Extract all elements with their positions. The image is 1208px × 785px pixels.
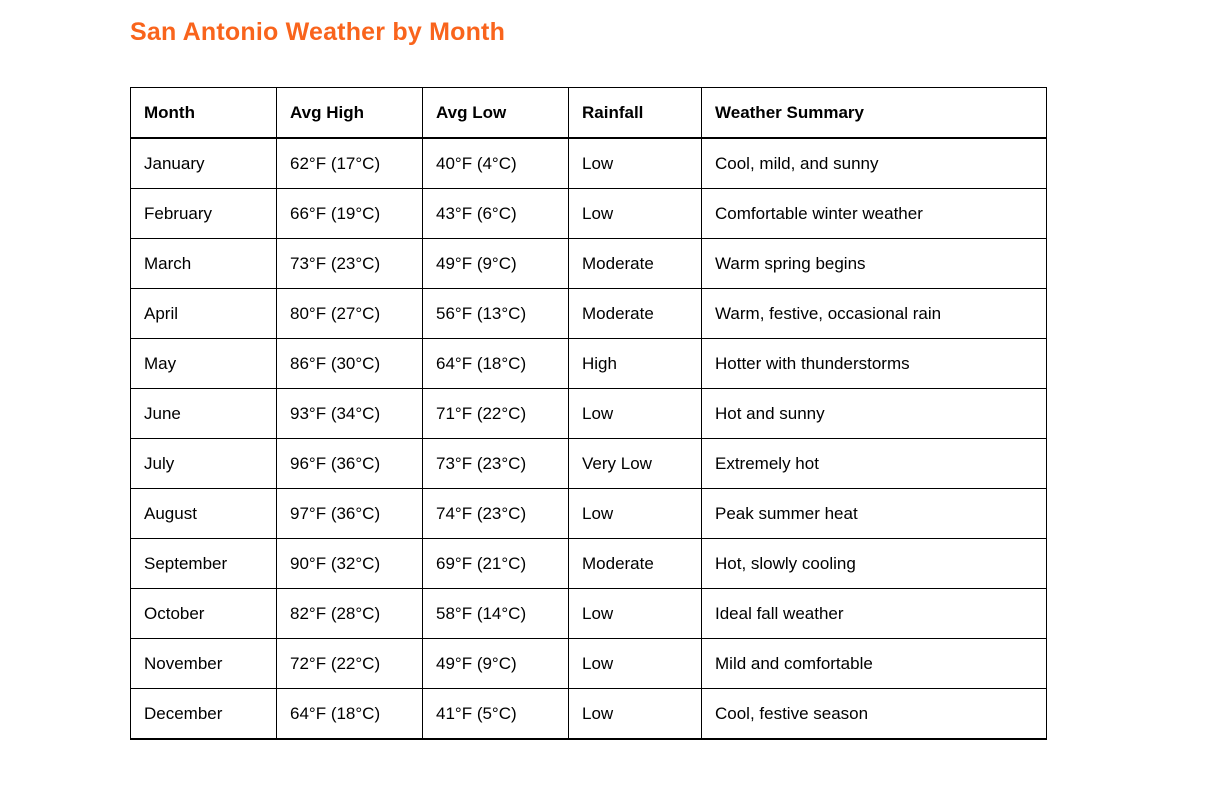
month-cell: July (130, 438, 277, 489)
month-cell: June (130, 388, 277, 439)
column-header-weather-summary: Weather Summary (701, 87, 1047, 139)
table-row: June 93°F (34°C) 71°F (22°C) Low Hot and sun… (130, 388, 1047, 439)
table-row: November 72°F (22°C) 49°F (9°C) Low Mild and… (130, 638, 1047, 689)
avg-low-cell: 74°F (23°C) (422, 488, 569, 539)
month-cell: November (130, 638, 277, 689)
column-header-avg-high: Avg High (276, 87, 423, 139)
rainfall-cell: Moderate (568, 538, 702, 589)
table-row: October 82°F (28°C) 58°F (14°C) Low Ideal fa… (130, 588, 1047, 639)
avg-low-cell: 40°F (4°C) (422, 137, 569, 189)
summary-cell: Peak summer heat (701, 488, 1047, 539)
rainfall-cell: Very Low (568, 438, 702, 489)
rainfall-cell: Moderate (568, 238, 702, 289)
month-cell: December (130, 688, 277, 740)
month-cell: April (130, 288, 277, 339)
column-header-avg-low: Avg Low (422, 87, 569, 139)
table-row: May 86°F (30°C) 64°F (18°C) High Hotter with… (130, 338, 1047, 389)
month-cell: October (130, 588, 277, 639)
summary-cell: Ideal fall weather (701, 588, 1047, 639)
table-row: December 64°F (18°C) 41°F (5°C) Low Cool, fe… (130, 688, 1047, 740)
summary-cell: Mild and comfortable (701, 638, 1047, 689)
summary-cell: Cool, mild, and sunny (701, 137, 1047, 189)
avg-low-cell: 69°F (21°C) (422, 538, 569, 589)
table-row: April 80°F (27°C) 56°F (13°C) Moderate Warm,… (130, 288, 1047, 339)
table-row: February 66°F (19°C) 43°F (6°C) Low Comforta… (130, 188, 1047, 239)
month-cell: September (130, 538, 277, 589)
table-row: August 97°F (36°C) 74°F (23°C) Low Peak summ… (130, 488, 1047, 539)
rainfall-cell: Low (568, 388, 702, 439)
avg-high-cell: 72°F (22°C) (276, 638, 423, 689)
summary-cell: Extremely hot (701, 438, 1047, 489)
rainfall-cell: Low (568, 137, 702, 189)
avg-high-cell: 62°F (17°C) (276, 137, 423, 189)
rainfall-cell: Low (568, 638, 702, 689)
avg-low-cell: 56°F (13°C) (422, 288, 569, 339)
avg-low-cell: 71°F (22°C) (422, 388, 569, 439)
avg-high-cell: 73°F (23°C) (276, 238, 423, 289)
column-header-rainfall: Rainfall (568, 87, 702, 139)
table-row: March 73°F (23°C) 49°F (9°C) Moderate Warm s… (130, 238, 1047, 289)
month-cell: May (130, 338, 277, 389)
summary-cell: Hot, slowly cooling (701, 538, 1047, 589)
summary-cell: Warm spring begins (701, 238, 1047, 289)
avg-low-cell: 43°F (6°C) (422, 188, 569, 239)
avg-low-cell: 41°F (5°C) (422, 688, 569, 740)
rainfall-cell: High (568, 338, 702, 389)
rainfall-cell: Low (568, 488, 702, 539)
page-title: San Antonio Weather by Month (130, 18, 506, 46)
summary-cell: Hot and sunny (701, 388, 1047, 439)
avg-high-cell: 80°F (27°C) (276, 288, 423, 339)
avg-low-cell: 49°F (9°C) (422, 238, 569, 289)
avg-high-cell: 96°F (36°C) (276, 438, 423, 489)
weather-table: Month Avg High Avg Low Rainfall Weather Summ… (130, 87, 1047, 740)
month-cell: August (130, 488, 277, 539)
header-row: Month Avg High Avg Low Rainfall Weather Summ… (130, 87, 1047, 139)
avg-low-cell: 64°F (18°C) (422, 338, 569, 389)
avg-high-cell: 86°F (30°C) (276, 338, 423, 389)
summary-cell: Comfortable winter weather (701, 188, 1047, 239)
avg-low-cell: 73°F (23°C) (422, 438, 569, 489)
avg-low-cell: 49°F (9°C) (422, 638, 569, 689)
month-cell: February (130, 188, 277, 239)
month-cell: January (130, 137, 277, 189)
avg-low-cell: 58°F (14°C) (422, 588, 569, 639)
column-header-month: Month (130, 87, 277, 139)
summary-cell: Cool, festive season (701, 688, 1047, 740)
rainfall-cell: Moderate (568, 288, 702, 339)
rainfall-cell: Low (568, 688, 702, 740)
table-row: January 62°F (17°C) 40°F (4°C) Low Cool, mil… (130, 137, 1047, 189)
rainfall-cell: Low (568, 188, 702, 239)
rainfall-cell: Low (568, 588, 702, 639)
avg-high-cell: 64°F (18°C) (276, 688, 423, 740)
avg-high-cell: 66°F (19°C) (276, 188, 423, 239)
table-row: July 96°F (36°C) 73°F (23°C) Very Low Extrem… (130, 438, 1047, 489)
month-cell: March (130, 238, 277, 289)
avg-high-cell: 97°F (36°C) (276, 488, 423, 539)
table-body: January 62°F (17°C) 40°F (4°C) Low Cool, mil… (130, 137, 1047, 740)
table-row: September 90°F (32°C) 69°F (21°C) Moderate H… (130, 538, 1047, 589)
summary-cell: Warm, festive, occasional rain (701, 288, 1047, 339)
summary-cell: Hotter with thunderstorms (701, 338, 1047, 389)
avg-high-cell: 82°F (28°C) (276, 588, 423, 639)
avg-high-cell: 93°F (34°C) (276, 388, 423, 439)
avg-high-cell: 90°F (32°C) (276, 538, 423, 589)
